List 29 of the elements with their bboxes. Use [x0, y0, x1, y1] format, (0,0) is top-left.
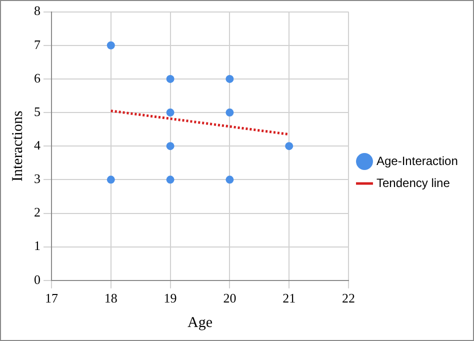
point — [166, 74, 174, 83]
y-tick-label: 6 — [34, 70, 41, 86]
y-axis-title: Interactions — [10, 110, 26, 182]
x-tick-label: 22 — [342, 290, 355, 306]
point — [106, 41, 115, 50]
y-tick-label: 7 — [34, 36, 41, 52]
y-tick-label: 2 — [34, 204, 40, 220]
point — [226, 74, 234, 83]
y-tick-label: 3 — [34, 171, 40, 186]
y-tick-label: 0 — [34, 272, 40, 287]
point — [166, 176, 174, 184]
y-tick-label: 8 — [34, 3, 40, 18]
point — [166, 108, 174, 117]
x-tick-label: 17 — [45, 290, 58, 306]
point — [226, 108, 234, 117]
legend-label: Tendency line — [376, 176, 450, 190]
y-tick-label: 1 — [34, 238, 40, 254]
x-tick-label: 18 — [104, 290, 118, 306]
y-tick-label: 4 — [34, 138, 41, 153]
x-tick-label: 19 — [164, 290, 177, 306]
x-tick-label: 20 — [223, 290, 236, 306]
point — [166, 142, 174, 150]
point — [106, 176, 115, 184]
x-axis-title: Age — [188, 314, 213, 331]
point — [226, 176, 234, 184]
y-tick-label: 5 — [34, 104, 40, 119]
legend-label: Age-Interaction — [376, 154, 458, 168]
point — [285, 142, 294, 150]
x-tick-label: 21 — [282, 290, 296, 306]
